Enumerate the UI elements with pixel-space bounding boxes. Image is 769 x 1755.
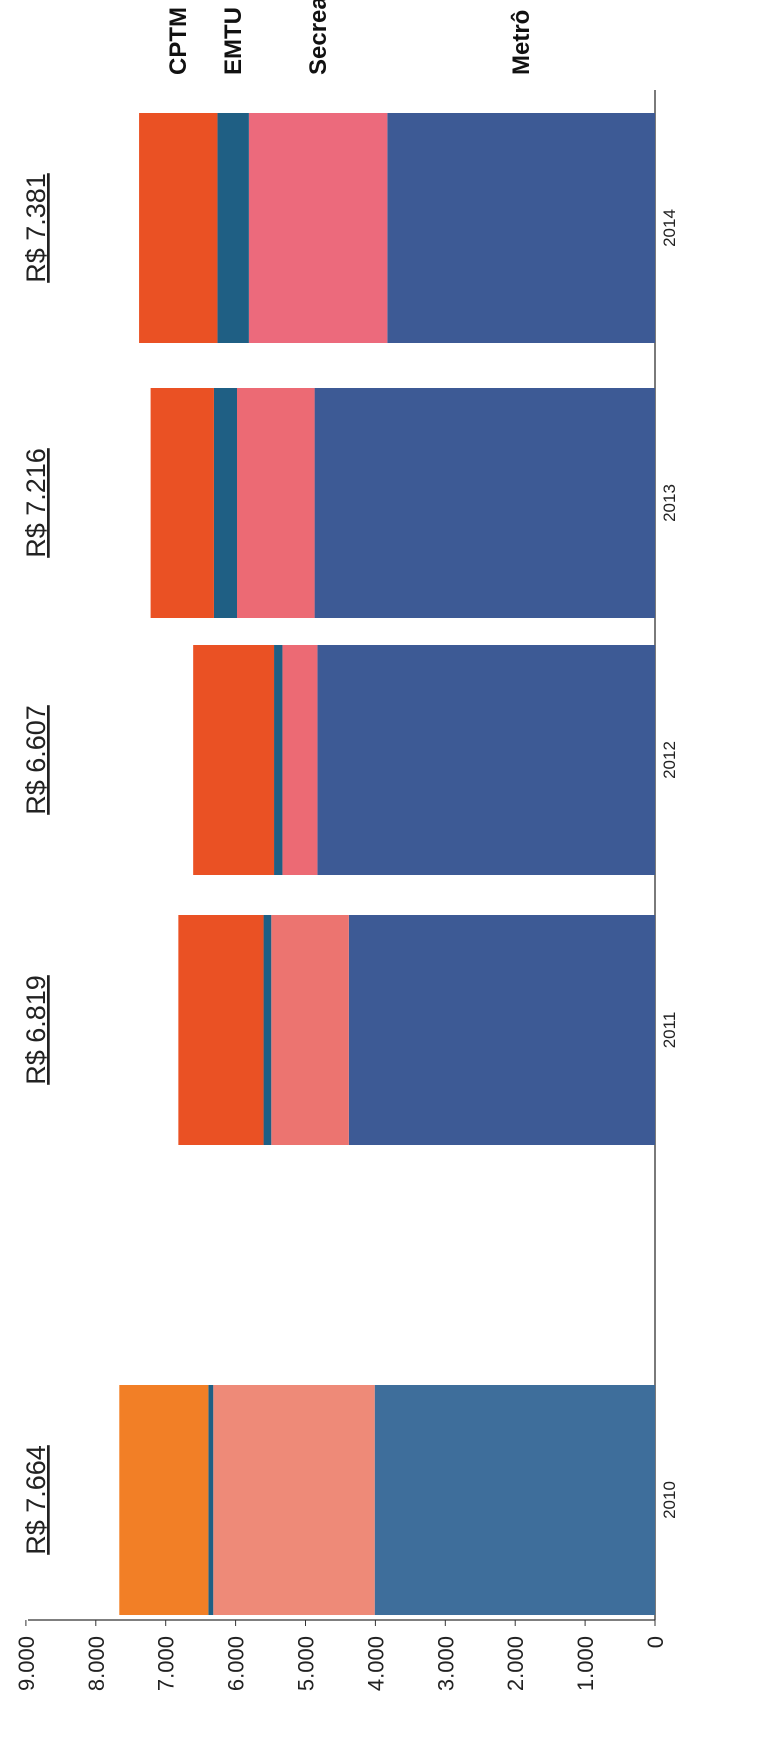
bar-group-2012 — [193, 645, 655, 875]
value-tick-label: 8.000 — [84, 1636, 109, 1691]
bar-segment-secreatria — [248, 113, 388, 343]
bar-segment-secreatria — [236, 388, 315, 618]
bar-segment-cptm — [119, 1385, 209, 1615]
bar-segment-cptm — [178, 915, 264, 1145]
chart-labels: 2010 R$ 7.664 2011 R$ 6.819 2012 R$ 6.607 2013… — [21, 0, 679, 1555]
value-tick-label: 7.000 — [154, 1636, 179, 1691]
bar-segment-emtu — [208, 1385, 214, 1615]
bar-segment-emtu — [217, 113, 249, 343]
bar-segment-metrô — [374, 1385, 655, 1615]
value-tick-label: 6.000 — [224, 1636, 249, 1691]
chart-axes: 0 1.000 2.000 3.000 4.000 5.000 6.000 7.000 8.00… — [14, 90, 668, 1691]
total-label: R$ 7.216 — [21, 448, 51, 558]
category-label: 2012 — [660, 741, 679, 779]
value-tick-label: 9.000 — [14, 1636, 39, 1691]
bar-group-2011 — [178, 915, 655, 1145]
bar-segment-metrô — [314, 388, 655, 618]
bar-segment-emtu — [274, 645, 283, 875]
bar-segment-cptm — [193, 645, 275, 875]
legend-entry: Secreatria — [305, 0, 332, 75]
bar-segment-emtu — [213, 388, 237, 618]
bar-segment-metrô — [387, 113, 655, 343]
category-label: 2011 — [660, 1012, 679, 1049]
bar-group-2010 — [119, 1385, 655, 1615]
bar-segment-secreatria — [282, 645, 318, 875]
chart-bars — [119, 113, 655, 1615]
bar-segment-metrô — [317, 645, 655, 875]
legend-entry: Metrô — [508, 10, 535, 75]
category-label: 2013 — [660, 484, 679, 522]
bar-group-2013 — [150, 388, 655, 618]
value-tick-label: 5.000 — [294, 1636, 319, 1691]
total-label: R$ 7.381 — [21, 173, 51, 283]
category-label: 2010 — [660, 1481, 679, 1519]
legend-entry: EMTU — [220, 7, 247, 75]
category-label: 2014 — [660, 209, 679, 247]
value-tick-label: 0 — [643, 1636, 668, 1648]
value-tick-label: 3.000 — [433, 1636, 458, 1691]
bar-segment-secreatria — [271, 915, 349, 1145]
total-label: R$ 7.664 — [21, 1445, 51, 1555]
bar-segment-emtu — [263, 915, 272, 1145]
bar-segment-cptm — [150, 388, 214, 618]
total-label: R$ 6.819 — [21, 975, 51, 1085]
value-tick-label: 2.000 — [503, 1636, 528, 1691]
bar-segment-cptm — [139, 113, 218, 343]
total-label: R$ 6.607 — [21, 705, 51, 815]
value-tick-label: 4.000 — [363, 1636, 388, 1691]
bar-segment-metrô — [348, 915, 655, 1145]
bar-group-2014 — [139, 113, 655, 343]
value-tick-label: 1.000 — [573, 1636, 598, 1691]
bar-segment-secreatria — [213, 1385, 375, 1615]
legend-entry: CPTM — [165, 7, 192, 75]
